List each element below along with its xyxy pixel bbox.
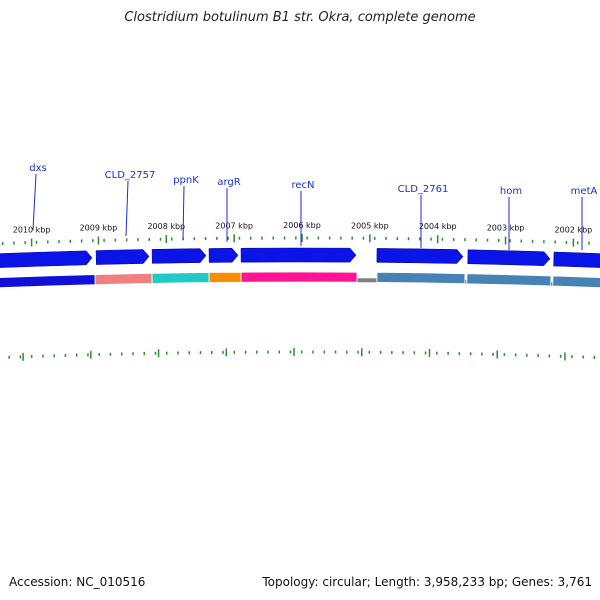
kbp-tick-label: 2003 kbp xyxy=(487,224,525,233)
gene-label-cld-2761[interactable]: CLD_2761 xyxy=(398,184,449,195)
feature-block-meta[interactable] xyxy=(552,275,600,289)
gene-label-ppnk[interactable]: ppnK xyxy=(173,175,199,186)
kbp-tick-label: 2008 kbp xyxy=(147,222,185,231)
feature-block-argr[interactable] xyxy=(208,271,242,283)
gene-label-hom[interactable]: hom xyxy=(500,186,522,197)
feature-block-cld-2757[interactable] xyxy=(94,272,153,286)
gene-label-recn[interactable]: recN xyxy=(291,180,314,191)
gene-leader-line xyxy=(125,180,129,237)
gene-leader-line xyxy=(182,185,185,241)
kbp-tick-label: 2002 kbp xyxy=(555,226,593,235)
cds-arrow[interactable] xyxy=(467,249,551,266)
gene-label-cld-2757[interactable]: CLD_2757 xyxy=(105,170,156,181)
gene-label-argr[interactable]: argR xyxy=(217,177,240,188)
cds-arrow[interactable] xyxy=(95,249,150,265)
kbp-tick-label: 2009 kbp xyxy=(80,224,118,233)
kbp-tick-label: 2010 kbp xyxy=(13,225,51,234)
gene-label-meta[interactable]: metA xyxy=(571,186,598,197)
feature-block-ppnk[interactable] xyxy=(151,272,210,284)
kbp-tick-label: 2005 kbp xyxy=(351,221,389,230)
feature-block-recn[interactable] xyxy=(240,271,358,283)
kbp-tick-label: 2004 kbp xyxy=(419,222,457,231)
kbp-tick-label: 2006 kbp xyxy=(283,221,321,230)
gene-label-dxs[interactable]: dxs xyxy=(29,163,46,174)
feature-block-dxs[interactable] xyxy=(0,274,96,289)
cds-arrow[interactable] xyxy=(376,248,464,264)
topology-summary: Topology: circular; Length: 3,958,233 bp… xyxy=(262,575,592,589)
cds-arrow[interactable] xyxy=(240,247,357,263)
gene-leader-line xyxy=(32,173,37,231)
feature-block-hom[interactable] xyxy=(466,273,552,287)
genome-title: Clostridium botulinum B1 str. Okra, comp… xyxy=(124,10,476,25)
cds-arrow[interactable] xyxy=(553,251,600,268)
feature-block-cld-2761[interactable] xyxy=(376,271,466,285)
accession-text: Accession: NC_010516 xyxy=(9,575,146,589)
cds-arrow[interactable] xyxy=(0,250,93,268)
kbp-tick-label: 2007 kbp xyxy=(215,221,253,230)
cds-arrow[interactable] xyxy=(151,248,207,264)
cds-arrow[interactable] xyxy=(208,248,239,263)
